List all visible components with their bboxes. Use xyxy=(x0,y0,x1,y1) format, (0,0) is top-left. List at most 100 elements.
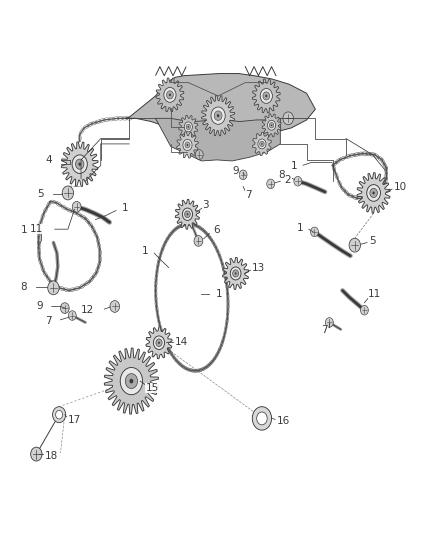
Polygon shape xyxy=(223,257,249,289)
Text: 18: 18 xyxy=(45,451,58,461)
Text: 1: 1 xyxy=(291,161,298,171)
Circle shape xyxy=(267,179,275,189)
Circle shape xyxy=(260,88,272,103)
Circle shape xyxy=(230,267,241,280)
Text: 14: 14 xyxy=(174,337,187,347)
Text: 15: 15 xyxy=(145,383,159,393)
Circle shape xyxy=(257,412,267,425)
Text: 8: 8 xyxy=(21,282,27,292)
Circle shape xyxy=(125,374,138,389)
Text: 7: 7 xyxy=(45,316,52,326)
Circle shape xyxy=(235,272,237,274)
Text: 4: 4 xyxy=(45,155,52,165)
Circle shape xyxy=(182,208,193,221)
Circle shape xyxy=(156,339,162,346)
Circle shape xyxy=(294,176,302,186)
Text: 11: 11 xyxy=(368,289,381,299)
Polygon shape xyxy=(177,132,198,158)
Polygon shape xyxy=(179,115,198,139)
Text: 5: 5 xyxy=(37,189,44,199)
Circle shape xyxy=(372,191,375,195)
Text: 13: 13 xyxy=(252,263,265,272)
Polygon shape xyxy=(104,348,159,414)
Text: 10: 10 xyxy=(393,182,406,191)
Polygon shape xyxy=(262,114,281,137)
Polygon shape xyxy=(252,79,280,113)
Circle shape xyxy=(195,150,203,159)
Circle shape xyxy=(185,142,190,148)
Circle shape xyxy=(283,112,293,125)
Circle shape xyxy=(325,318,333,327)
Polygon shape xyxy=(201,95,235,136)
Circle shape xyxy=(269,123,274,128)
Circle shape xyxy=(261,143,263,145)
Polygon shape xyxy=(252,132,272,156)
Circle shape xyxy=(194,236,203,246)
Polygon shape xyxy=(155,118,280,161)
Text: 5: 5 xyxy=(369,236,375,246)
Circle shape xyxy=(263,92,270,100)
Polygon shape xyxy=(146,327,172,359)
Circle shape xyxy=(367,184,381,201)
Text: 1: 1 xyxy=(297,223,303,233)
Circle shape xyxy=(68,311,76,320)
Text: 9: 9 xyxy=(36,302,43,311)
Polygon shape xyxy=(61,142,98,187)
Circle shape xyxy=(184,122,192,132)
Circle shape xyxy=(349,238,360,252)
Text: 3: 3 xyxy=(202,200,209,210)
Circle shape xyxy=(75,159,84,169)
Polygon shape xyxy=(175,199,200,229)
Circle shape xyxy=(53,407,66,423)
Circle shape xyxy=(271,124,272,126)
Circle shape xyxy=(166,91,173,99)
Circle shape xyxy=(360,305,368,315)
Circle shape xyxy=(233,270,239,277)
Circle shape xyxy=(252,407,272,430)
Circle shape xyxy=(268,120,276,130)
Text: 8: 8 xyxy=(278,170,285,180)
Circle shape xyxy=(239,170,247,180)
Text: 1: 1 xyxy=(21,225,27,235)
Polygon shape xyxy=(125,74,315,134)
Circle shape xyxy=(72,201,81,212)
Circle shape xyxy=(258,139,266,149)
Text: 2: 2 xyxy=(285,175,291,185)
Circle shape xyxy=(78,163,81,166)
Circle shape xyxy=(214,111,222,120)
Text: 16: 16 xyxy=(277,416,290,426)
Circle shape xyxy=(120,367,143,395)
Text: 1: 1 xyxy=(215,289,222,299)
Circle shape xyxy=(311,227,318,237)
Circle shape xyxy=(187,126,189,128)
Text: 7: 7 xyxy=(245,190,252,199)
Text: 12: 12 xyxy=(81,305,94,315)
Text: 9: 9 xyxy=(232,166,239,175)
Text: 11: 11 xyxy=(30,224,43,234)
Text: 17: 17 xyxy=(68,415,81,425)
Circle shape xyxy=(185,211,190,217)
Circle shape xyxy=(260,141,264,147)
Circle shape xyxy=(183,140,192,150)
Circle shape xyxy=(62,186,74,200)
Circle shape xyxy=(186,124,191,130)
Text: 1: 1 xyxy=(142,246,149,255)
Circle shape xyxy=(60,303,69,313)
Circle shape xyxy=(31,447,42,461)
Text: 6: 6 xyxy=(214,225,220,235)
Circle shape xyxy=(110,301,120,312)
Circle shape xyxy=(153,336,165,350)
Circle shape xyxy=(72,155,87,173)
Text: 7: 7 xyxy=(321,326,328,335)
Circle shape xyxy=(217,114,219,117)
Circle shape xyxy=(187,213,188,215)
Circle shape xyxy=(164,87,176,102)
Polygon shape xyxy=(156,78,184,112)
Circle shape xyxy=(187,144,188,146)
Circle shape xyxy=(169,94,171,96)
Circle shape xyxy=(370,188,378,198)
Circle shape xyxy=(48,281,59,295)
Text: 1: 1 xyxy=(122,203,128,213)
Circle shape xyxy=(130,379,133,383)
Circle shape xyxy=(56,410,63,419)
